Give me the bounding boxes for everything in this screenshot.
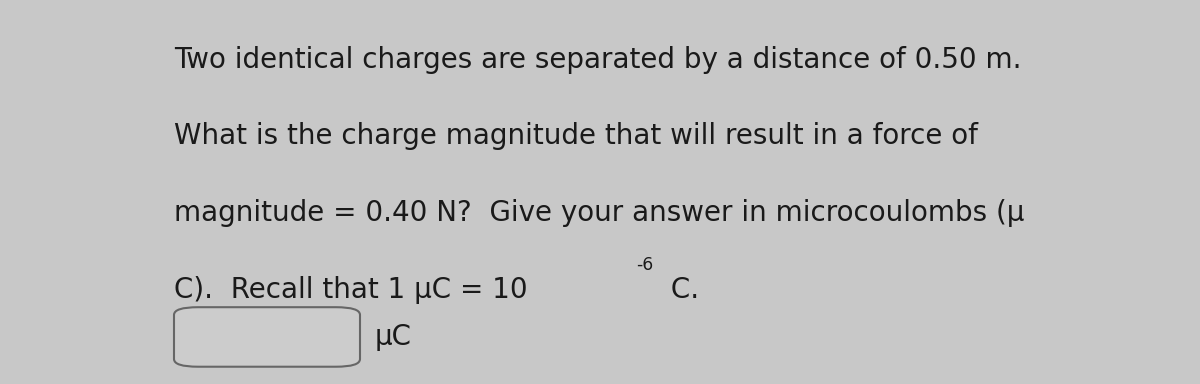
Text: C).  Recall that 1 μC = 10: C). Recall that 1 μC = 10 [174,276,528,304]
Text: C.: C. [662,276,700,304]
Text: Two identical charges are separated by a distance of 0.50 m.: Two identical charges are separated by a… [174,46,1021,73]
Text: μC: μC [374,323,412,351]
Text: magnitude = 0.40 N?  Give your answer in microcoulombs (μ: magnitude = 0.40 N? Give your answer in … [174,199,1025,227]
Text: -6: -6 [636,256,653,274]
FancyBboxPatch shape [174,307,360,367]
Text: What is the charge magnitude that will result in a force of: What is the charge magnitude that will r… [174,122,978,150]
